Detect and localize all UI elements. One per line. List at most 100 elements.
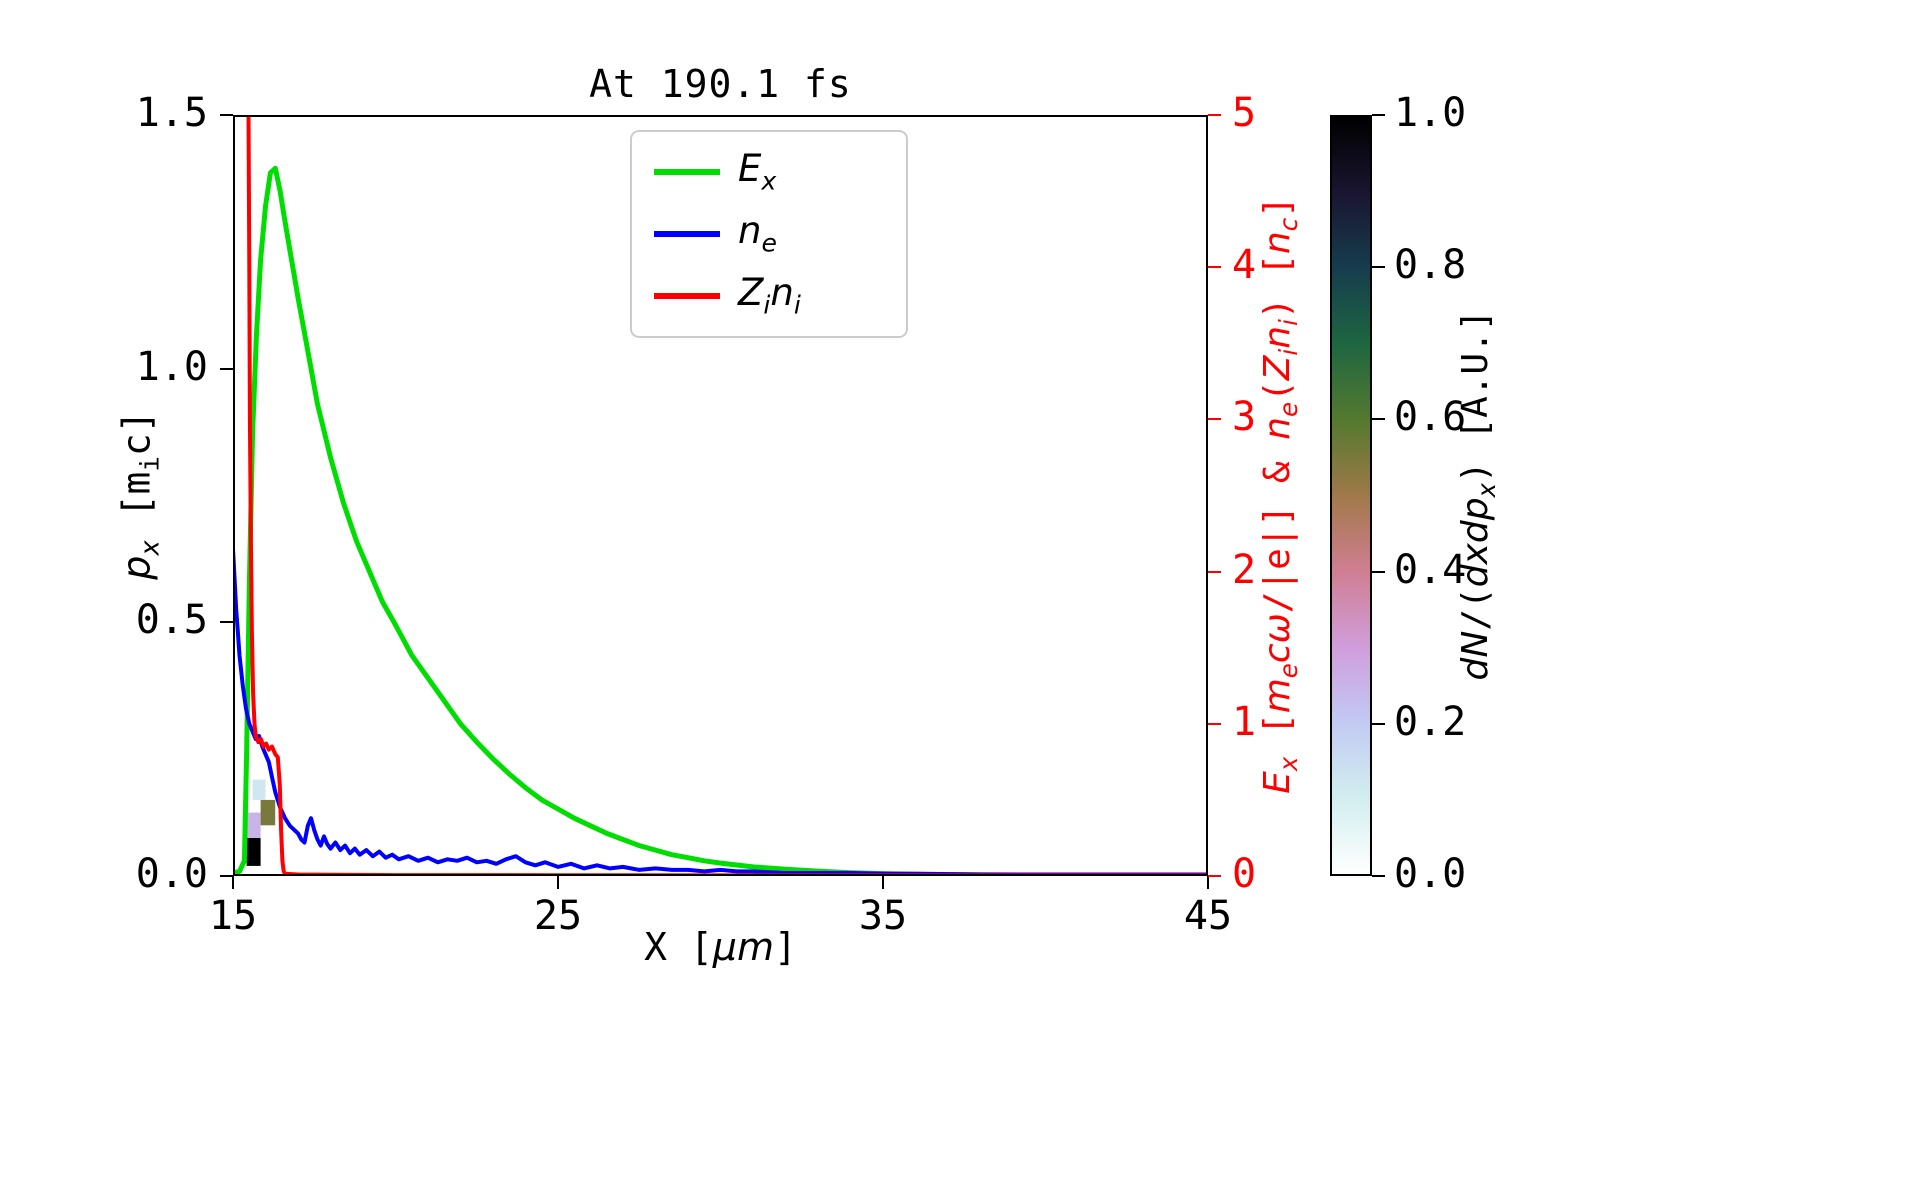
plot-area	[233, 115, 1208, 876]
y-right-axis-label: Ex [mecω/|e|] & ne(Zini) [nc]	[1257, 196, 1303, 794]
label-segment: /|e|] &	[1256, 439, 1298, 614]
label-segment: (	[1256, 380, 1298, 402]
y-right-tick	[1208, 570, 1221, 573]
x-axis-label: X [μm]	[233, 925, 1208, 969]
y-left-tick	[220, 367, 233, 370]
y-right-tick	[1208, 418, 1221, 421]
y-right-tick	[1208, 875, 1221, 877]
label-segment: /(	[1454, 587, 1496, 631]
colorbar-tick	[1372, 570, 1385, 573]
label-segment: i	[1274, 348, 1304, 356]
heatmap-cell	[246, 812, 261, 838]
y-right-tick-label: 0	[1232, 851, 1257, 897]
y-left-tick-label: 0.0	[135, 851, 208, 897]
y-right-tick-label: 2	[1232, 546, 1257, 593]
label-segment: x	[135, 540, 166, 556]
colorbar-tick	[1372, 418, 1385, 421]
colorbar-tick-label: 0.4	[1394, 546, 1467, 593]
label-segment: x	[761, 166, 777, 196]
y-left-tick-label: 1.5	[135, 90, 208, 136]
label-segment: c]	[114, 410, 159, 457]
legend-line-sample	[654, 169, 720, 175]
colorbar-tick	[1372, 722, 1385, 725]
x-tick-label: 45	[1183, 893, 1233, 939]
label-segment: ω	[1256, 613, 1298, 644]
label-segment: n	[1256, 231, 1298, 255]
y-right-tick-label: 4	[1232, 242, 1257, 289]
label-segment: Z	[738, 271, 764, 315]
label-segment: i	[1274, 319, 1304, 326]
label-segment: e	[1274, 663, 1304, 679]
y-right-tick-label: 3	[1232, 394, 1257, 441]
colorbar-tick-label: 0.2	[1394, 698, 1467, 745]
label-segment: i	[135, 456, 166, 472]
heatmap-cell	[246, 838, 261, 866]
label-segment: X [	[644, 925, 713, 969]
label-segment: n	[738, 209, 762, 253]
y-right-tick	[1208, 266, 1221, 269]
legend-label: Zini	[738, 274, 801, 318]
label-segment: [m	[114, 471, 159, 541]
label-segment: e	[761, 228, 777, 258]
heatmap-cell	[260, 799, 276, 826]
y-right-tick-label: 5	[1232, 90, 1257, 136]
label-segment: dN	[1454, 630, 1496, 681]
legend-item-ne: ne	[654, 212, 884, 256]
label-segment: ) [	[1256, 254, 1298, 320]
plot-svg	[233, 115, 1208, 876]
legend-line-sample	[654, 231, 720, 237]
label-segment: x	[1472, 482, 1502, 498]
series-line-Ex	[233, 165, 1208, 876]
colorbar-tick	[1372, 114, 1385, 116]
legend-line-sample	[654, 293, 720, 299]
label-segment: E	[738, 147, 762, 191]
label-segment: n	[770, 271, 794, 315]
legend-item-Zini: Zini	[654, 274, 884, 318]
label-segment: i	[793, 290, 801, 320]
x-tick-label: 15	[208, 893, 258, 939]
label-segment: ]	[1256, 196, 1298, 218]
x-tick	[1207, 876, 1209, 889]
label-segment: ]	[773, 925, 797, 969]
y-right-tick-label: 1	[1232, 698, 1257, 745]
y-left-tick	[220, 114, 233, 116]
colorbar-tick-label: 0.0	[1394, 851, 1467, 897]
y-left-tick	[220, 621, 233, 624]
colorbar-tick-label: 0.8	[1394, 242, 1467, 289]
x-tick	[557, 876, 559, 889]
x-tick-label: 25	[533, 893, 583, 939]
colorbar-label: dN/(dxdpx) [A.U.]	[1455, 310, 1501, 681]
x-tick	[882, 876, 884, 889]
x-tick	[232, 876, 234, 889]
colorbar-tick-label: 0.6	[1394, 394, 1467, 441]
label-segment: c	[1256, 643, 1298, 664]
colorbar-tick	[1372, 266, 1385, 269]
legend-item-Ex: Ex	[654, 150, 884, 194]
label-segment: E	[1256, 771, 1298, 794]
series-line-ne	[233, 548, 1208, 876]
y-left-axis-label: px [mic]	[115, 410, 166, 579]
label-segment: p	[114, 555, 159, 580]
label-segment: )	[1454, 461, 1496, 483]
label-segment: μm	[712, 925, 774, 969]
y-left-tick-label: 0.5	[135, 597, 208, 644]
label-segment: i	[763, 290, 771, 320]
colorbar-tick-label: 1.0	[1394, 90, 1467, 136]
legend: Ex ne Zini	[630, 130, 908, 338]
heatmap-cell	[252, 779, 266, 800]
label-segment: c	[1274, 217, 1304, 232]
label-segment: n	[1256, 416, 1298, 440]
label-segment: n	[1256, 325, 1298, 349]
y-left-tick-label: 1.0	[135, 343, 208, 390]
y-right-tick	[1208, 722, 1221, 725]
label-segment: x	[1274, 756, 1304, 772]
legend-label: Ex	[738, 150, 776, 194]
label-segment: m	[1256, 678, 1298, 714]
label-segment: [	[1256, 713, 1298, 757]
y-right-tick	[1208, 114, 1221, 116]
label-segment: e	[1274, 401, 1304, 417]
x-tick-label: 35	[858, 893, 908, 939]
chart-title: At 190.1 fs	[589, 62, 852, 106]
plot-spines	[233, 115, 1208, 876]
